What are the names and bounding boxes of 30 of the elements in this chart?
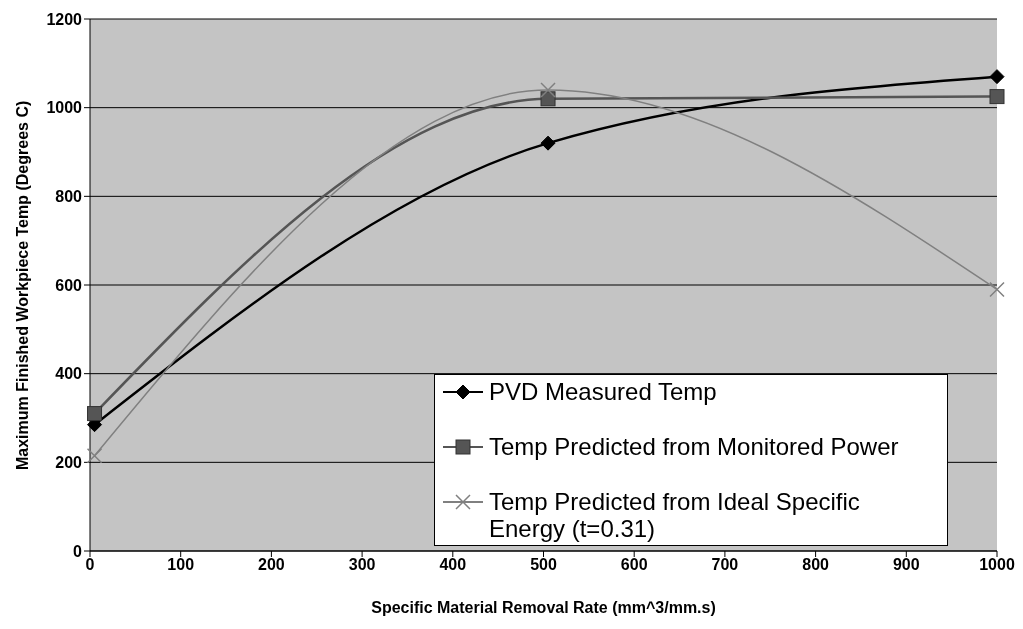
x-axis-title: Specific Material Removal Rate (mm^3/mm.s)	[371, 599, 716, 616]
legend-label: Temp Predicted from Monitored Power	[489, 433, 899, 460]
y-axis-title: Maximum Finished Workpiece Temp (Degrees C)	[13, 100, 31, 470]
y-tick-label: 600	[55, 276, 83, 294]
point	[540, 135, 556, 151]
y-tick-label: 1200	[46, 10, 83, 28]
y-tick-label: 800	[55, 188, 83, 206]
point	[989, 281, 1005, 298]
y-tick-label: 200	[55, 454, 83, 472]
legend-label: PVD Measured Temp	[489, 378, 717, 405]
x-tick-label: 900	[892, 556, 920, 574]
point	[86, 447, 103, 464]
y-tick-label: 1000	[46, 99, 83, 117]
point	[87, 406, 103, 422]
point	[989, 89, 1005, 105]
x-tick-label: 400	[439, 556, 467, 574]
x-tick-label: 800	[802, 556, 830, 574]
x-tick-label: 500	[530, 556, 557, 574]
y-tick-label: 0	[73, 542, 83, 560]
x-tick-label: 1000	[979, 556, 1015, 574]
legend-label: Temp Predicted from Ideal Specific Energy (t=0.31)	[489, 488, 861, 542]
x-tick-label: 300	[348, 556, 376, 574]
y-tick-label: 400	[55, 365, 83, 383]
x-tick-label: 0	[85, 556, 95, 574]
x-tick-label: 100	[167, 556, 195, 574]
x-tick-label: 600	[620, 556, 648, 574]
point	[989, 69, 1005, 85]
point	[540, 82, 556, 98]
x-tick-label: 200	[258, 556, 285, 574]
x-tick-label: 700	[711, 556, 739, 574]
